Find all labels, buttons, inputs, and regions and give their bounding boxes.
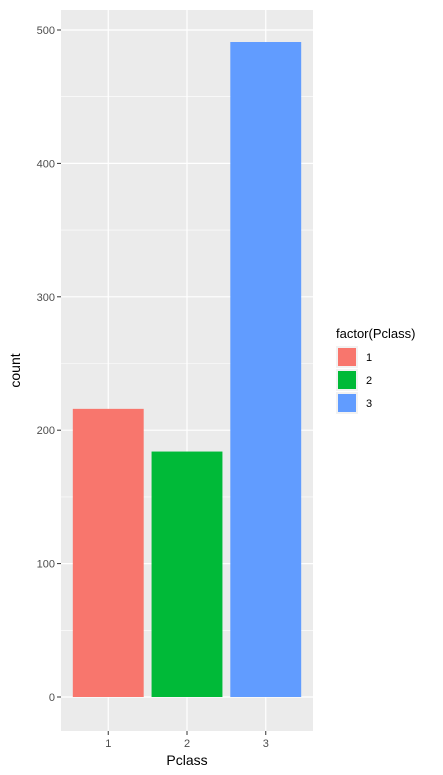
- x-tick-label: 1: [105, 738, 111, 750]
- legend-label: 2: [366, 375, 372, 387]
- y-tick-label: 300: [37, 292, 55, 304]
- x-tick-label: 2: [184, 738, 190, 750]
- y-axis-ticks: 0 100 200 300 400 500: [37, 25, 61, 704]
- legend-label: 1: [366, 352, 372, 364]
- y-tick-label: 100: [37, 559, 55, 571]
- y-tick-label: 200: [37, 425, 55, 437]
- x-tick-label: 3: [263, 738, 269, 750]
- legend: factor(Pclass) 1 2 3: [336, 326, 415, 414]
- y-tick-label: 400: [37, 158, 55, 170]
- y-tick-label: 500: [37, 25, 55, 37]
- legend-swatch-1: [338, 348, 356, 366]
- bar-pclass-1: [72, 408, 144, 697]
- bar-pclass-3: [230, 42, 302, 698]
- legend-swatch-3: [338, 394, 356, 412]
- bars: [72, 42, 302, 698]
- bar-pclass-2: [151, 451, 223, 697]
- legend-swatch-2: [338, 371, 356, 389]
- y-axis-title: count: [7, 353, 23, 387]
- legend-label: 3: [366, 398, 372, 410]
- x-axis-ticks: 1 2 3: [105, 731, 269, 750]
- legend-title: factor(Pclass): [336, 326, 415, 341]
- x-axis-title: Pclass: [166, 752, 207, 768]
- y-tick-label: 0: [49, 692, 55, 704]
